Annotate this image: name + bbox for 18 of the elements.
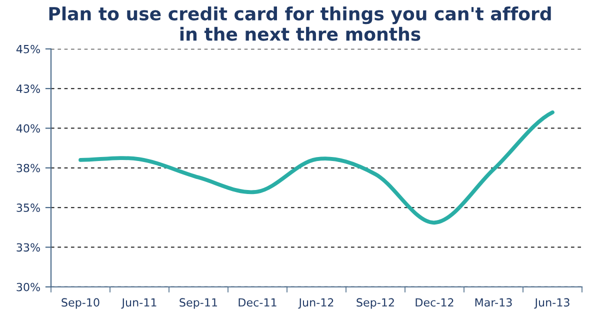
x-tick-label: Jun-13 — [534, 298, 570, 309]
x-tick-label: Sep-11 — [180, 298, 218, 309]
y-tick-label: 38% — [16, 164, 40, 172]
chart-title: Plan to use credit card for things you can't afford in the next thre months — [49, 6, 551, 41]
x-tick-label: Sep-12 — [356, 298, 394, 309]
x-tick-label: Dec-11 — [238, 298, 276, 307]
y-tick-label: 35% — [16, 204, 40, 212]
y-tick-label: 30% — [16, 282, 40, 292]
x-tick-label: Jun-11 — [121, 298, 156, 309]
y-tick-label: 43% — [16, 84, 40, 93]
y-tick-label: 40% — [16, 124, 40, 133]
line-series — [78, 110, 554, 225]
x-tick-label: Mar-13 — [475, 298, 512, 307]
y-tick-label: 33% — [16, 243, 40, 252]
x-tick-label: Jun-12 — [298, 298, 334, 309]
x-tick-label: Dec-12 — [416, 298, 454, 307]
x-tick-label: Sep-10 — [62, 298, 100, 309]
y-tick-label: 45% — [16, 44, 40, 54]
